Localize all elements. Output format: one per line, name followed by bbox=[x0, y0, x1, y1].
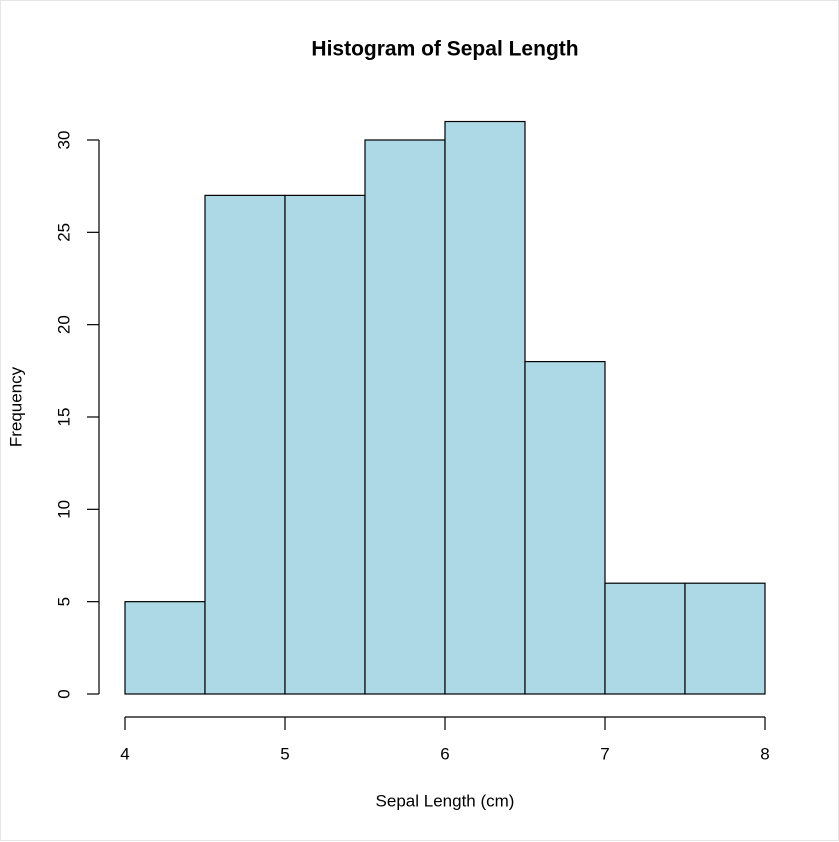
bar bbox=[684, 582, 766, 695]
x-tick-label: 6 bbox=[440, 744, 449, 763]
y-tick-label: 25 bbox=[54, 223, 73, 242]
chart-title: Histogram of Sepal Length bbox=[311, 38, 578, 61]
y-tick-label: 5 bbox=[54, 597, 73, 606]
y-tick-label: 0 bbox=[54, 689, 73, 698]
y-tick-label: 10 bbox=[54, 500, 73, 519]
y-axis-label: Frequency bbox=[6, 366, 25, 447]
bar bbox=[124, 601, 206, 695]
y-tick-label: 20 bbox=[54, 315, 73, 334]
bar bbox=[204, 194, 286, 695]
y-tick-label: 15 bbox=[54, 408, 73, 427]
bar bbox=[444, 120, 526, 695]
x-tick-label: 5 bbox=[280, 744, 289, 763]
y-tick-label: 30 bbox=[54, 131, 73, 150]
x-tick-label: 7 bbox=[600, 744, 609, 763]
x-axis-label: Sepal Length (cm) bbox=[376, 791, 515, 810]
bar bbox=[604, 582, 686, 695]
x-tick-label: 4 bbox=[120, 744, 129, 763]
bar bbox=[364, 139, 446, 695]
bar bbox=[284, 194, 366, 695]
bar bbox=[524, 360, 606, 695]
x-tick-label: 8 bbox=[760, 744, 769, 763]
